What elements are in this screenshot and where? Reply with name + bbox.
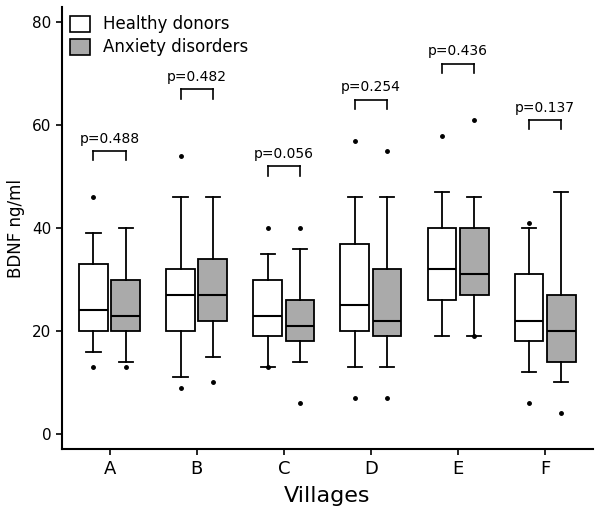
Y-axis label: BDNF ng/ml: BDNF ng/ml xyxy=(7,179,25,278)
PathPatch shape xyxy=(373,269,401,336)
PathPatch shape xyxy=(112,280,140,331)
Legend: Healthy donors, Anxiety disorders: Healthy donors, Anxiety disorders xyxy=(70,15,248,56)
PathPatch shape xyxy=(547,295,575,362)
Text: p=0.488: p=0.488 xyxy=(80,132,140,146)
Text: p=0.254: p=0.254 xyxy=(341,81,401,94)
PathPatch shape xyxy=(340,244,369,331)
X-axis label: Villages: Villages xyxy=(284,486,371,506)
PathPatch shape xyxy=(199,259,227,321)
PathPatch shape xyxy=(79,264,108,331)
Text: p=0.056: p=0.056 xyxy=(254,147,314,161)
Text: p=0.137: p=0.137 xyxy=(515,101,575,115)
Text: p=0.482: p=0.482 xyxy=(167,70,227,84)
PathPatch shape xyxy=(460,228,488,295)
PathPatch shape xyxy=(515,274,544,341)
PathPatch shape xyxy=(253,280,282,336)
PathPatch shape xyxy=(166,269,195,331)
PathPatch shape xyxy=(428,228,456,300)
PathPatch shape xyxy=(286,300,314,341)
Text: p=0.436: p=0.436 xyxy=(428,45,488,58)
